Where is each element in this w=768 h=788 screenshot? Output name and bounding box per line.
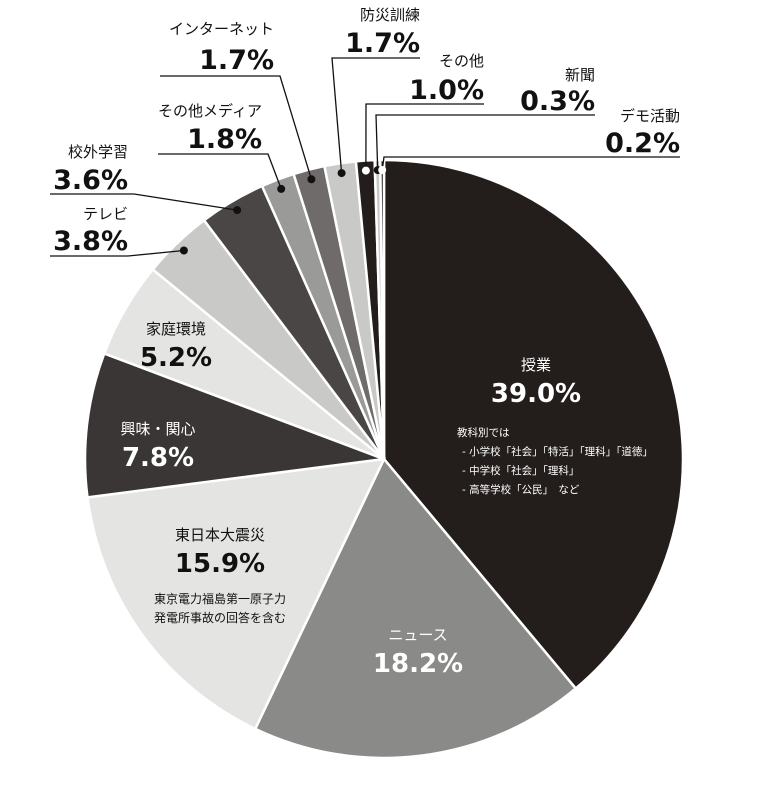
slice-11-leader xyxy=(375,114,595,171)
slice-7-label: その他メディア xyxy=(158,102,262,120)
slice-11-label: 新聞 xyxy=(565,66,595,84)
slice-9-dot xyxy=(337,169,346,178)
slice-0-note-2: - 中学校「社会」「理科」 xyxy=(462,464,579,477)
slice-4-value: 5.2% xyxy=(140,343,212,373)
slice-10-value: 1.0% xyxy=(409,75,484,106)
slice-7-value: 1.8% xyxy=(187,124,262,155)
slice-0-value: 39.0% xyxy=(491,379,581,409)
slice-1-label: ニュース xyxy=(388,626,447,644)
slice-11-value: 0.3% xyxy=(520,86,595,117)
slice-0-note-0: 教科別では xyxy=(457,426,510,439)
slice-5-dot xyxy=(179,246,188,255)
slice-3-label: 興味・関心 xyxy=(120,420,195,438)
slice-12-label: デモ活動 xyxy=(620,107,680,125)
slice-2-note-1: 発電所事故の回答を含む xyxy=(154,610,286,625)
slice-9-label: 防災訓練 xyxy=(360,6,420,24)
slice-2-wedge xyxy=(86,457,387,731)
slice-0-note-3: - 高等学校「公民」 など xyxy=(462,483,580,496)
slice-5-value: 3.8% xyxy=(53,226,128,257)
slice-12-dot xyxy=(378,166,387,174)
slice-8-dot xyxy=(307,175,316,184)
slice-6-value: 3.6% xyxy=(53,165,128,196)
slice-labels: 授業 39.0% ニュース 18.2% 東日本大震災 15.9% 興味・関心 7.8% 家庭環境… xyxy=(53,6,680,679)
slice-10-leader xyxy=(365,103,484,171)
slice-9-value: 1.7% xyxy=(345,28,420,59)
slice-0-label: 授業 xyxy=(521,356,551,374)
slice-1-wedge xyxy=(253,456,578,760)
slice-8-value: 1.7% xyxy=(199,45,274,76)
slice-2-value: 15.9% xyxy=(175,549,265,579)
slice-5-label: テレビ xyxy=(83,205,128,223)
slice-7-dot xyxy=(277,184,286,193)
slice-2-note-0: 東京電力福島第一原子力 xyxy=(154,591,286,606)
slice-6-label: 校外学習 xyxy=(68,143,128,161)
slice-2-label: 東日本大震災 xyxy=(175,526,265,544)
slice-0-note-1: - 小学校「社会」「特活」「理科」「道徳」 xyxy=(462,445,653,458)
slice-10-dot xyxy=(361,166,370,175)
slice-12-value: 0.2% xyxy=(605,128,680,159)
slice-9-leader xyxy=(331,57,420,174)
slice-0-wedge xyxy=(382,158,685,691)
slice-8-label: インターネット xyxy=(169,20,274,38)
slice-3-wedge xyxy=(83,351,385,499)
slice-8-leader xyxy=(160,75,313,180)
leader-lines xyxy=(50,57,680,257)
pie-slices xyxy=(83,158,685,760)
slice-7-leader xyxy=(158,153,282,190)
slice-6-dot xyxy=(233,206,242,215)
slice-4-label: 家庭環境 xyxy=(146,320,206,338)
slice-10-label: その他 xyxy=(439,52,484,70)
slice-6-leader xyxy=(50,193,238,211)
slice-3-value: 7.8% xyxy=(122,443,194,473)
slice-5-leader xyxy=(50,249,184,257)
slice-12-leader xyxy=(381,156,680,171)
slice-1-value: 18.2% xyxy=(373,649,463,679)
